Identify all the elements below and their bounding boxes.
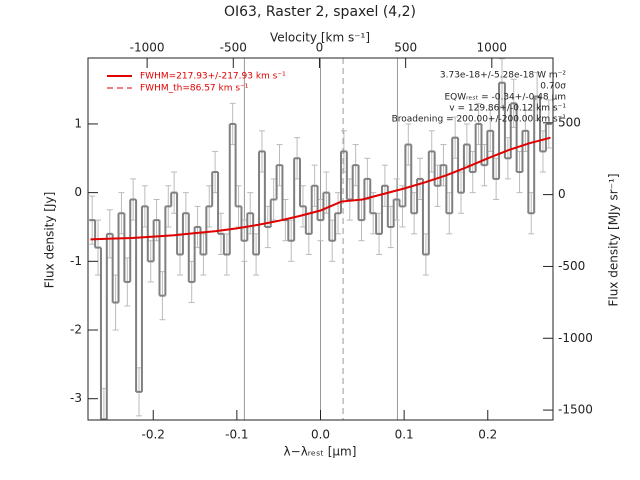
y-tick-label: -1 xyxy=(70,254,82,268)
y-tick-label: 0 xyxy=(74,185,82,199)
plot-area xyxy=(89,58,552,420)
y-tick-label: -3 xyxy=(70,391,82,405)
x-tick-label: -0.2 xyxy=(142,428,165,442)
y2-tick-label: -1500 xyxy=(558,403,593,417)
fit-line xyxy=(90,136,551,241)
y-axis-label: Flux density [Jy] xyxy=(43,192,57,289)
annotation: EQWᵣₑₛₜ = -0.34+/-0.48 μm xyxy=(444,93,566,103)
y-tick-label: 1 xyxy=(74,116,82,130)
legend-label: FWHM_th=86.57 km s⁻¹ xyxy=(140,84,249,94)
y2-axis-label: Flux density [MJy sr⁻¹] xyxy=(607,173,621,306)
annotation: Broadening = 200.00+/-200.00 km s⁻¹ xyxy=(392,115,567,125)
annotation: 3.73e-18+/-5.28e-18 W m⁻² xyxy=(440,71,567,81)
x2-axis-label: Velocity [km s⁻¹] xyxy=(270,31,370,45)
legend-label: FWHM=217.93+/-217.93 km s⁻¹ xyxy=(140,72,286,82)
annotation: 0.70σ xyxy=(540,82,566,92)
x2-tick-label: 1000 xyxy=(477,41,508,55)
x2-tick-label: -1000 xyxy=(130,41,165,55)
x2-tick-label: -500 xyxy=(220,41,247,55)
y-tick-label: -2 xyxy=(70,323,82,337)
y2-tick-label: -1000 xyxy=(558,331,593,345)
x2-tick-label: 500 xyxy=(394,41,417,55)
annotation: v = 129.86+/-0.12 km s⁻¹ xyxy=(449,104,566,114)
x-tick-label: 0.2 xyxy=(478,428,497,442)
y2-tick-label: 0 xyxy=(558,187,566,201)
x-tick-label: 0.1 xyxy=(395,428,414,442)
chart-title: OI63, Raster 2, spaxel (4,2) xyxy=(224,4,416,20)
x-tick-label: 0.0 xyxy=(311,428,330,442)
y2-tick-label: -500 xyxy=(558,259,585,273)
y2-tick-label: 500 xyxy=(558,115,581,129)
x2-tick-label: 0 xyxy=(316,41,324,55)
x-axis-label: λ−λᵣₑₛₜ [μm] xyxy=(284,445,357,459)
x-tick-label: -0.1 xyxy=(225,428,248,442)
